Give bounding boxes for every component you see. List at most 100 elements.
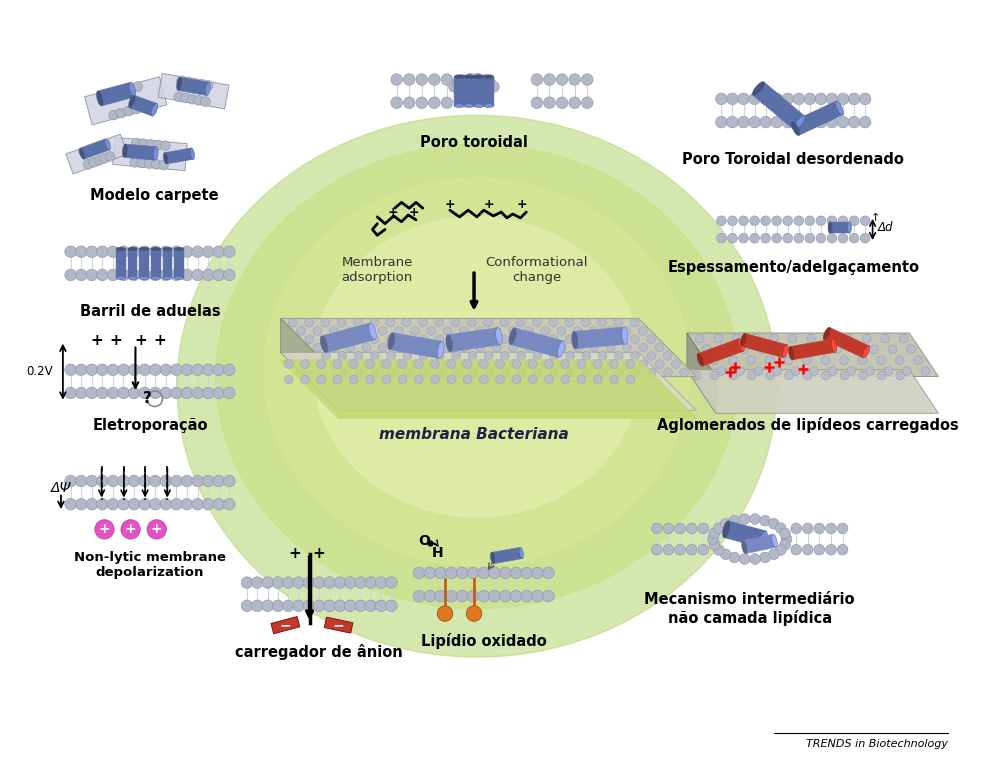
Circle shape	[759, 552, 770, 562]
Ellipse shape	[369, 323, 377, 340]
Circle shape	[345, 326, 354, 335]
Circle shape	[840, 356, 848, 364]
Circle shape	[783, 233, 793, 243]
Circle shape	[844, 334, 853, 343]
Circle shape	[202, 364, 214, 376]
Ellipse shape	[163, 247, 173, 250]
Circle shape	[95, 520, 114, 539]
Circle shape	[500, 567, 511, 578]
Circle shape	[472, 73, 483, 84]
Circle shape	[566, 351, 575, 361]
Text: +: +	[409, 206, 419, 219]
Text: TRENDS in Biotechnology: TRENDS in Biotechnology	[807, 739, 949, 749]
Circle shape	[714, 334, 723, 343]
Circle shape	[727, 93, 739, 105]
Circle shape	[314, 577, 325, 588]
Ellipse shape	[847, 222, 852, 233]
Polygon shape	[158, 74, 229, 109]
Circle shape	[664, 368, 672, 376]
Ellipse shape	[128, 276, 137, 279]
Circle shape	[213, 246, 225, 257]
Text: +: +	[99, 522, 110, 537]
Ellipse shape	[176, 77, 181, 90]
Text: 0.2V: 0.2V	[27, 365, 53, 378]
Circle shape	[647, 335, 656, 344]
Circle shape	[305, 335, 314, 344]
Circle shape	[118, 86, 128, 96]
Circle shape	[346, 343, 355, 352]
Circle shape	[838, 216, 848, 225]
Circle shape	[431, 375, 440, 384]
Polygon shape	[178, 77, 209, 96]
Circle shape	[821, 371, 830, 380]
Circle shape	[282, 577, 294, 588]
Polygon shape	[66, 134, 127, 174]
Circle shape	[840, 371, 849, 380]
Circle shape	[416, 74, 428, 85]
Circle shape	[338, 368, 347, 376]
Circle shape	[606, 360, 615, 368]
Circle shape	[914, 356, 923, 364]
Circle shape	[748, 116, 760, 128]
Circle shape	[664, 544, 673, 555]
Circle shape	[117, 475, 129, 487]
Text: H: H	[432, 546, 443, 559]
Ellipse shape	[116, 247, 126, 250]
Circle shape	[714, 545, 724, 556]
Circle shape	[242, 600, 252, 612]
Circle shape	[435, 335, 444, 344]
Circle shape	[775, 545, 786, 556]
Circle shape	[452, 351, 460, 361]
Circle shape	[395, 360, 403, 368]
Circle shape	[117, 246, 129, 257]
Circle shape	[379, 343, 387, 352]
Circle shape	[749, 514, 760, 524]
Text: Aglomerados de lipídeos carregados: Aglomerados de lipídeos carregados	[657, 417, 958, 433]
Circle shape	[410, 326, 419, 335]
Circle shape	[355, 577, 367, 588]
Circle shape	[429, 74, 440, 85]
Circle shape	[355, 600, 367, 612]
Ellipse shape	[175, 276, 183, 279]
Circle shape	[101, 139, 110, 149]
Circle shape	[837, 116, 849, 128]
Circle shape	[810, 367, 818, 376]
Circle shape	[531, 97, 542, 109]
Circle shape	[447, 360, 456, 368]
Circle shape	[83, 159, 93, 169]
Circle shape	[117, 499, 129, 510]
Circle shape	[573, 326, 582, 335]
Circle shape	[765, 356, 774, 364]
Circle shape	[466, 606, 482, 622]
Circle shape	[441, 74, 453, 85]
Circle shape	[333, 375, 342, 384]
Circle shape	[376, 600, 387, 612]
Circle shape	[479, 360, 488, 368]
Circle shape	[748, 93, 760, 105]
Circle shape	[337, 335, 346, 344]
Circle shape	[366, 375, 375, 384]
Circle shape	[794, 233, 804, 243]
Circle shape	[501, 351, 510, 361]
Circle shape	[525, 326, 533, 335]
Circle shape	[171, 475, 182, 487]
Circle shape	[780, 528, 791, 539]
Ellipse shape	[760, 531, 767, 548]
Circle shape	[453, 77, 463, 88]
Circle shape	[370, 318, 379, 327]
Circle shape	[517, 318, 525, 327]
Circle shape	[680, 368, 688, 376]
Circle shape	[402, 318, 411, 327]
Ellipse shape	[139, 276, 149, 279]
Circle shape	[272, 577, 284, 588]
Circle shape	[262, 577, 273, 588]
Circle shape	[301, 360, 310, 368]
Circle shape	[107, 246, 118, 257]
Ellipse shape	[752, 82, 764, 96]
Circle shape	[153, 140, 163, 150]
Circle shape	[354, 335, 363, 344]
Polygon shape	[128, 249, 137, 278]
Circle shape	[815, 93, 826, 105]
Ellipse shape	[519, 547, 524, 559]
Circle shape	[484, 335, 493, 344]
